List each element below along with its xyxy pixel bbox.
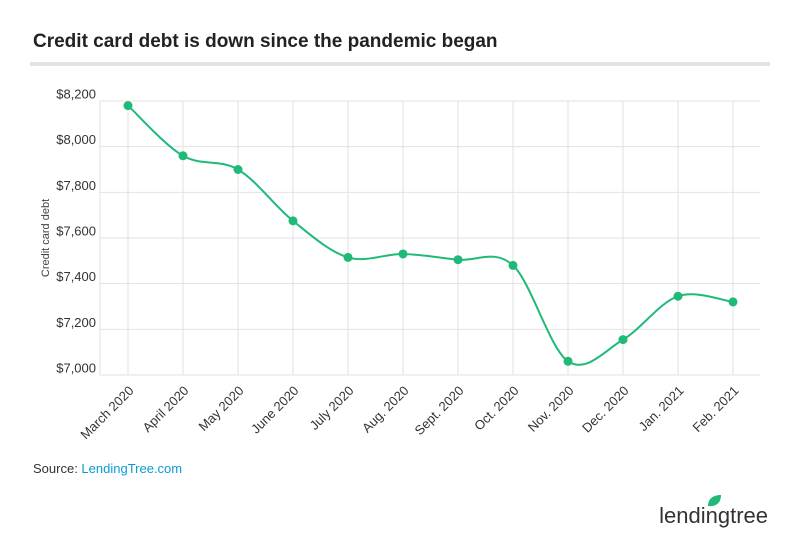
line	[127, 104, 734, 366]
x-tick-label: Aug. 2020	[359, 383, 412, 436]
source-link[interactable]: LendingTree.com	[81, 461, 182, 476]
chart-title: Credit card debt is down since the pande…	[33, 31, 498, 52]
title-rule	[30, 62, 770, 66]
point	[673, 291, 683, 301]
logo-leaf	[708, 495, 721, 507]
x-tick-label: May 2020	[196, 383, 247, 434]
x-tick-label: Jan. 2021	[636, 383, 687, 434]
x-tick-label: June 2020	[248, 383, 302, 437]
point	[123, 101, 133, 111]
x-tick-label: Dec. 2020	[579, 383, 632, 436]
point	[233, 165, 243, 174]
point	[728, 297, 738, 307]
point	[563, 356, 573, 366]
x-tick-label: April 2020	[140, 383, 192, 435]
x-tick-label: Sept. 2020	[411, 383, 466, 438]
y-axis-label: Credit card debt	[40, 199, 52, 277]
x-tick-label: Feb. 2021	[690, 383, 742, 435]
point	[508, 260, 518, 270]
point	[618, 335, 628, 345]
source: Source: LendingTree.com	[33, 461, 182, 476]
point	[453, 255, 463, 265]
point	[343, 252, 353, 262]
point	[398, 249, 408, 259]
y-tick-label: $7,400	[56, 269, 96, 284]
y-tick-label: $7,200	[56, 315, 96, 330]
y-tick-label: $7,600	[56, 223, 96, 238]
x-tick-label: July 2020	[307, 383, 357, 433]
point	[178, 151, 188, 161]
logo-text: lendingtree	[659, 503, 768, 528]
point	[288, 216, 298, 226]
source-prefix: Source:	[33, 461, 81, 476]
y-tick-label: $8,200	[56, 86, 96, 101]
y-tick-label: $7,000	[56, 360, 96, 375]
y-tick-label: $7,800	[56, 178, 96, 193]
x-tick-label: March 2020	[77, 383, 136, 442]
x-tick-label: Oct. 2020	[471, 383, 521, 433]
x-tick-label: Nov. 2020	[525, 383, 577, 435]
y-tick-label: $8,000	[56, 132, 96, 147]
logo: lendingtree	[659, 495, 768, 528]
